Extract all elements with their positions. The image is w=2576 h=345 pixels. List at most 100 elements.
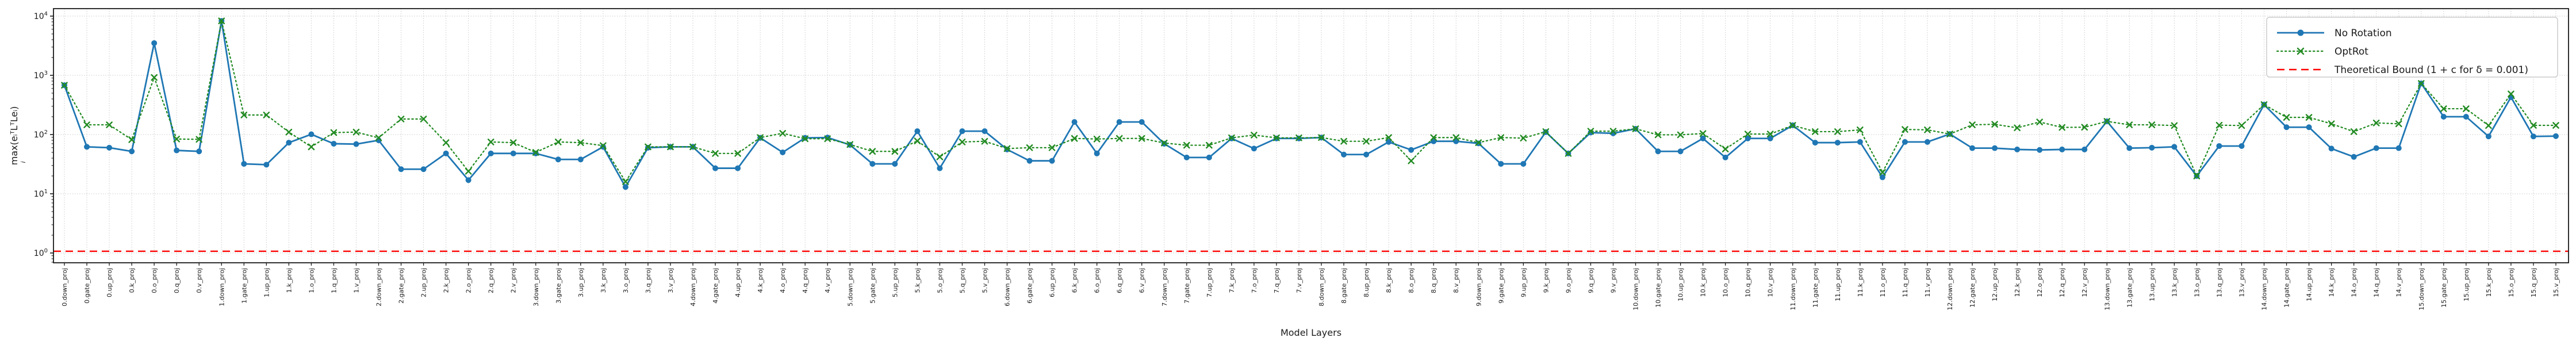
x-axis-label: Model Layers bbox=[1281, 327, 1341, 338]
x-tick-label: 13.q_proj bbox=[2215, 268, 2223, 297]
x-tick-label: 0.gate_proj bbox=[83, 268, 91, 304]
optrot-marker bbox=[1138, 135, 1145, 142]
x-tick-label: 12.v_proj bbox=[2081, 268, 2088, 297]
optrot-marker bbox=[1251, 132, 1258, 139]
no-rotation-marker bbox=[1745, 135, 1751, 141]
no-rotation-marker bbox=[263, 162, 270, 168]
x-tick-label: 3.o_proj bbox=[622, 268, 630, 293]
optrot-marker bbox=[1408, 157, 1414, 164]
x-tick-label: 5.k_proj bbox=[914, 268, 921, 293]
optrot-marker bbox=[420, 116, 427, 122]
no-rotation-marker bbox=[129, 148, 135, 155]
optrot-marker bbox=[375, 134, 382, 141]
x-tick-label: 0.v_proj bbox=[195, 268, 203, 293]
optrot-marker bbox=[1902, 126, 1908, 133]
x-tick-label: 11.q_proj bbox=[1902, 268, 1909, 297]
optrot-marker bbox=[577, 139, 584, 146]
x-tick-label: 3.down_proj bbox=[532, 268, 540, 306]
no-rotation-marker bbox=[353, 141, 359, 147]
y-tick-label: 101 bbox=[34, 189, 48, 199]
x-tick-label: 3.k_proj bbox=[600, 268, 607, 293]
no-rotation-marker bbox=[959, 128, 965, 135]
x-tick-label: 5.v_proj bbox=[981, 268, 988, 293]
optrot-marker bbox=[712, 150, 719, 157]
no-rotation-marker bbox=[622, 184, 628, 190]
optrot-marker bbox=[1206, 141, 1213, 149]
x-tick-label: 6.v_proj bbox=[1138, 268, 1146, 293]
no-rotation-marker bbox=[1183, 154, 1190, 160]
x-tick-label: 8.up_proj bbox=[1363, 268, 1370, 297]
legend-label: OptRot bbox=[2334, 46, 2368, 57]
optrot-marker bbox=[1857, 126, 1864, 133]
optrot-marker bbox=[554, 139, 562, 145]
optrot-marker bbox=[1654, 131, 1662, 139]
optrot-marker bbox=[2260, 101, 2268, 108]
x-tick-label: 9.k_proj bbox=[1542, 268, 1550, 293]
no-rotation-marker bbox=[1902, 139, 1908, 145]
legend-x-marker bbox=[2297, 47, 2305, 55]
no-rotation-marker bbox=[2485, 133, 2491, 140]
optrot-marker bbox=[1991, 121, 1998, 128]
x-tick-label: 15.gate_proj bbox=[2440, 268, 2448, 308]
optrot-marker bbox=[645, 143, 651, 151]
x-tick-label: 5.up_proj bbox=[891, 268, 899, 297]
no-rotation-marker bbox=[2328, 145, 2334, 152]
y-axis-label-limit-sub: i bbox=[20, 161, 27, 163]
x-tick-label: 11.up_proj bbox=[1834, 268, 1842, 301]
optrot-marker bbox=[1497, 134, 1505, 141]
optrot-marker bbox=[757, 134, 764, 141]
optrot-marker bbox=[1834, 128, 1841, 135]
optrot-marker bbox=[61, 82, 68, 89]
legend: No Rotation OptRot Theoretical Bound (1 + … bbox=[2266, 17, 2558, 78]
x-tick-label: 8.v_proj bbox=[1452, 268, 1460, 293]
no-rotation-marker bbox=[2014, 146, 2021, 152]
x-tick-label: 5.q_proj bbox=[959, 268, 966, 293]
optrot-marker bbox=[2171, 122, 2178, 129]
x-tick-label: 8.o_proj bbox=[1408, 268, 1415, 293]
optrot-marker bbox=[1363, 137, 1370, 145]
no-rotation-marker bbox=[914, 128, 921, 135]
x-tick-label: 12.gate_proj bbox=[1969, 268, 1976, 308]
no-rotation-marker bbox=[488, 150, 494, 156]
x-tick-label: 6.down_proj bbox=[1004, 268, 1011, 306]
no-rotation-marker bbox=[1520, 160, 1527, 167]
no-rotation-marker bbox=[2463, 113, 2469, 120]
no-rotation-marker bbox=[735, 165, 741, 171]
x-tick-label: 14.q_proj bbox=[2373, 268, 2380, 297]
x-tick-label: 10.o_proj bbox=[1722, 268, 1730, 297]
optrot-marker bbox=[1632, 125, 1639, 132]
no-rotation-marker bbox=[2059, 146, 2065, 152]
x-tick-label: 15.v_proj bbox=[2552, 268, 2560, 297]
x-tick-label: 8.k_proj bbox=[1385, 268, 1393, 293]
x-tick-label: 8.down_proj bbox=[1318, 268, 1325, 306]
optrot-marker bbox=[1048, 144, 1056, 151]
x-tick-label: 8.q_proj bbox=[1430, 268, 1438, 293]
optrot-marker bbox=[2215, 121, 2223, 129]
optrot-marker bbox=[779, 130, 786, 137]
x-tick-label: 9.up_proj bbox=[1520, 268, 1527, 297]
x-tick-label: 14.down_proj bbox=[2261, 268, 2268, 310]
optrot-marker bbox=[1160, 139, 1168, 147]
optrot-marker bbox=[600, 142, 607, 150]
optrot-marker bbox=[1744, 131, 1751, 137]
no-rotation-marker bbox=[2395, 145, 2402, 151]
optrot-marker bbox=[1789, 122, 1796, 129]
optrot-marker bbox=[734, 150, 741, 157]
optrot-marker bbox=[2148, 121, 2156, 128]
no-rotation-marker bbox=[1026, 158, 1033, 164]
x-tick-label: 12.up_proj bbox=[1991, 268, 1999, 301]
no-rotation-marker bbox=[1094, 150, 1100, 156]
x-tick-label: 6.up_proj bbox=[1049, 268, 1056, 297]
optrot-marker bbox=[285, 128, 293, 136]
x-tick-label: 4.up_proj bbox=[734, 268, 742, 297]
x-tick-label: 10.v_proj bbox=[1767, 268, 1774, 297]
x-tick-label: 2.gate_proj bbox=[398, 268, 405, 304]
no-rotation-marker bbox=[869, 160, 876, 167]
no-rotation-marker bbox=[2351, 154, 2357, 160]
series-optrot bbox=[61, 17, 2559, 185]
x-tick-label: 4.gate_proj bbox=[712, 268, 719, 304]
no-rotation-marker bbox=[331, 140, 337, 147]
optrot-marker bbox=[1924, 126, 1931, 133]
x-tick-label: 6.gate_proj bbox=[1026, 268, 1034, 304]
optrot-marker bbox=[2238, 122, 2245, 129]
